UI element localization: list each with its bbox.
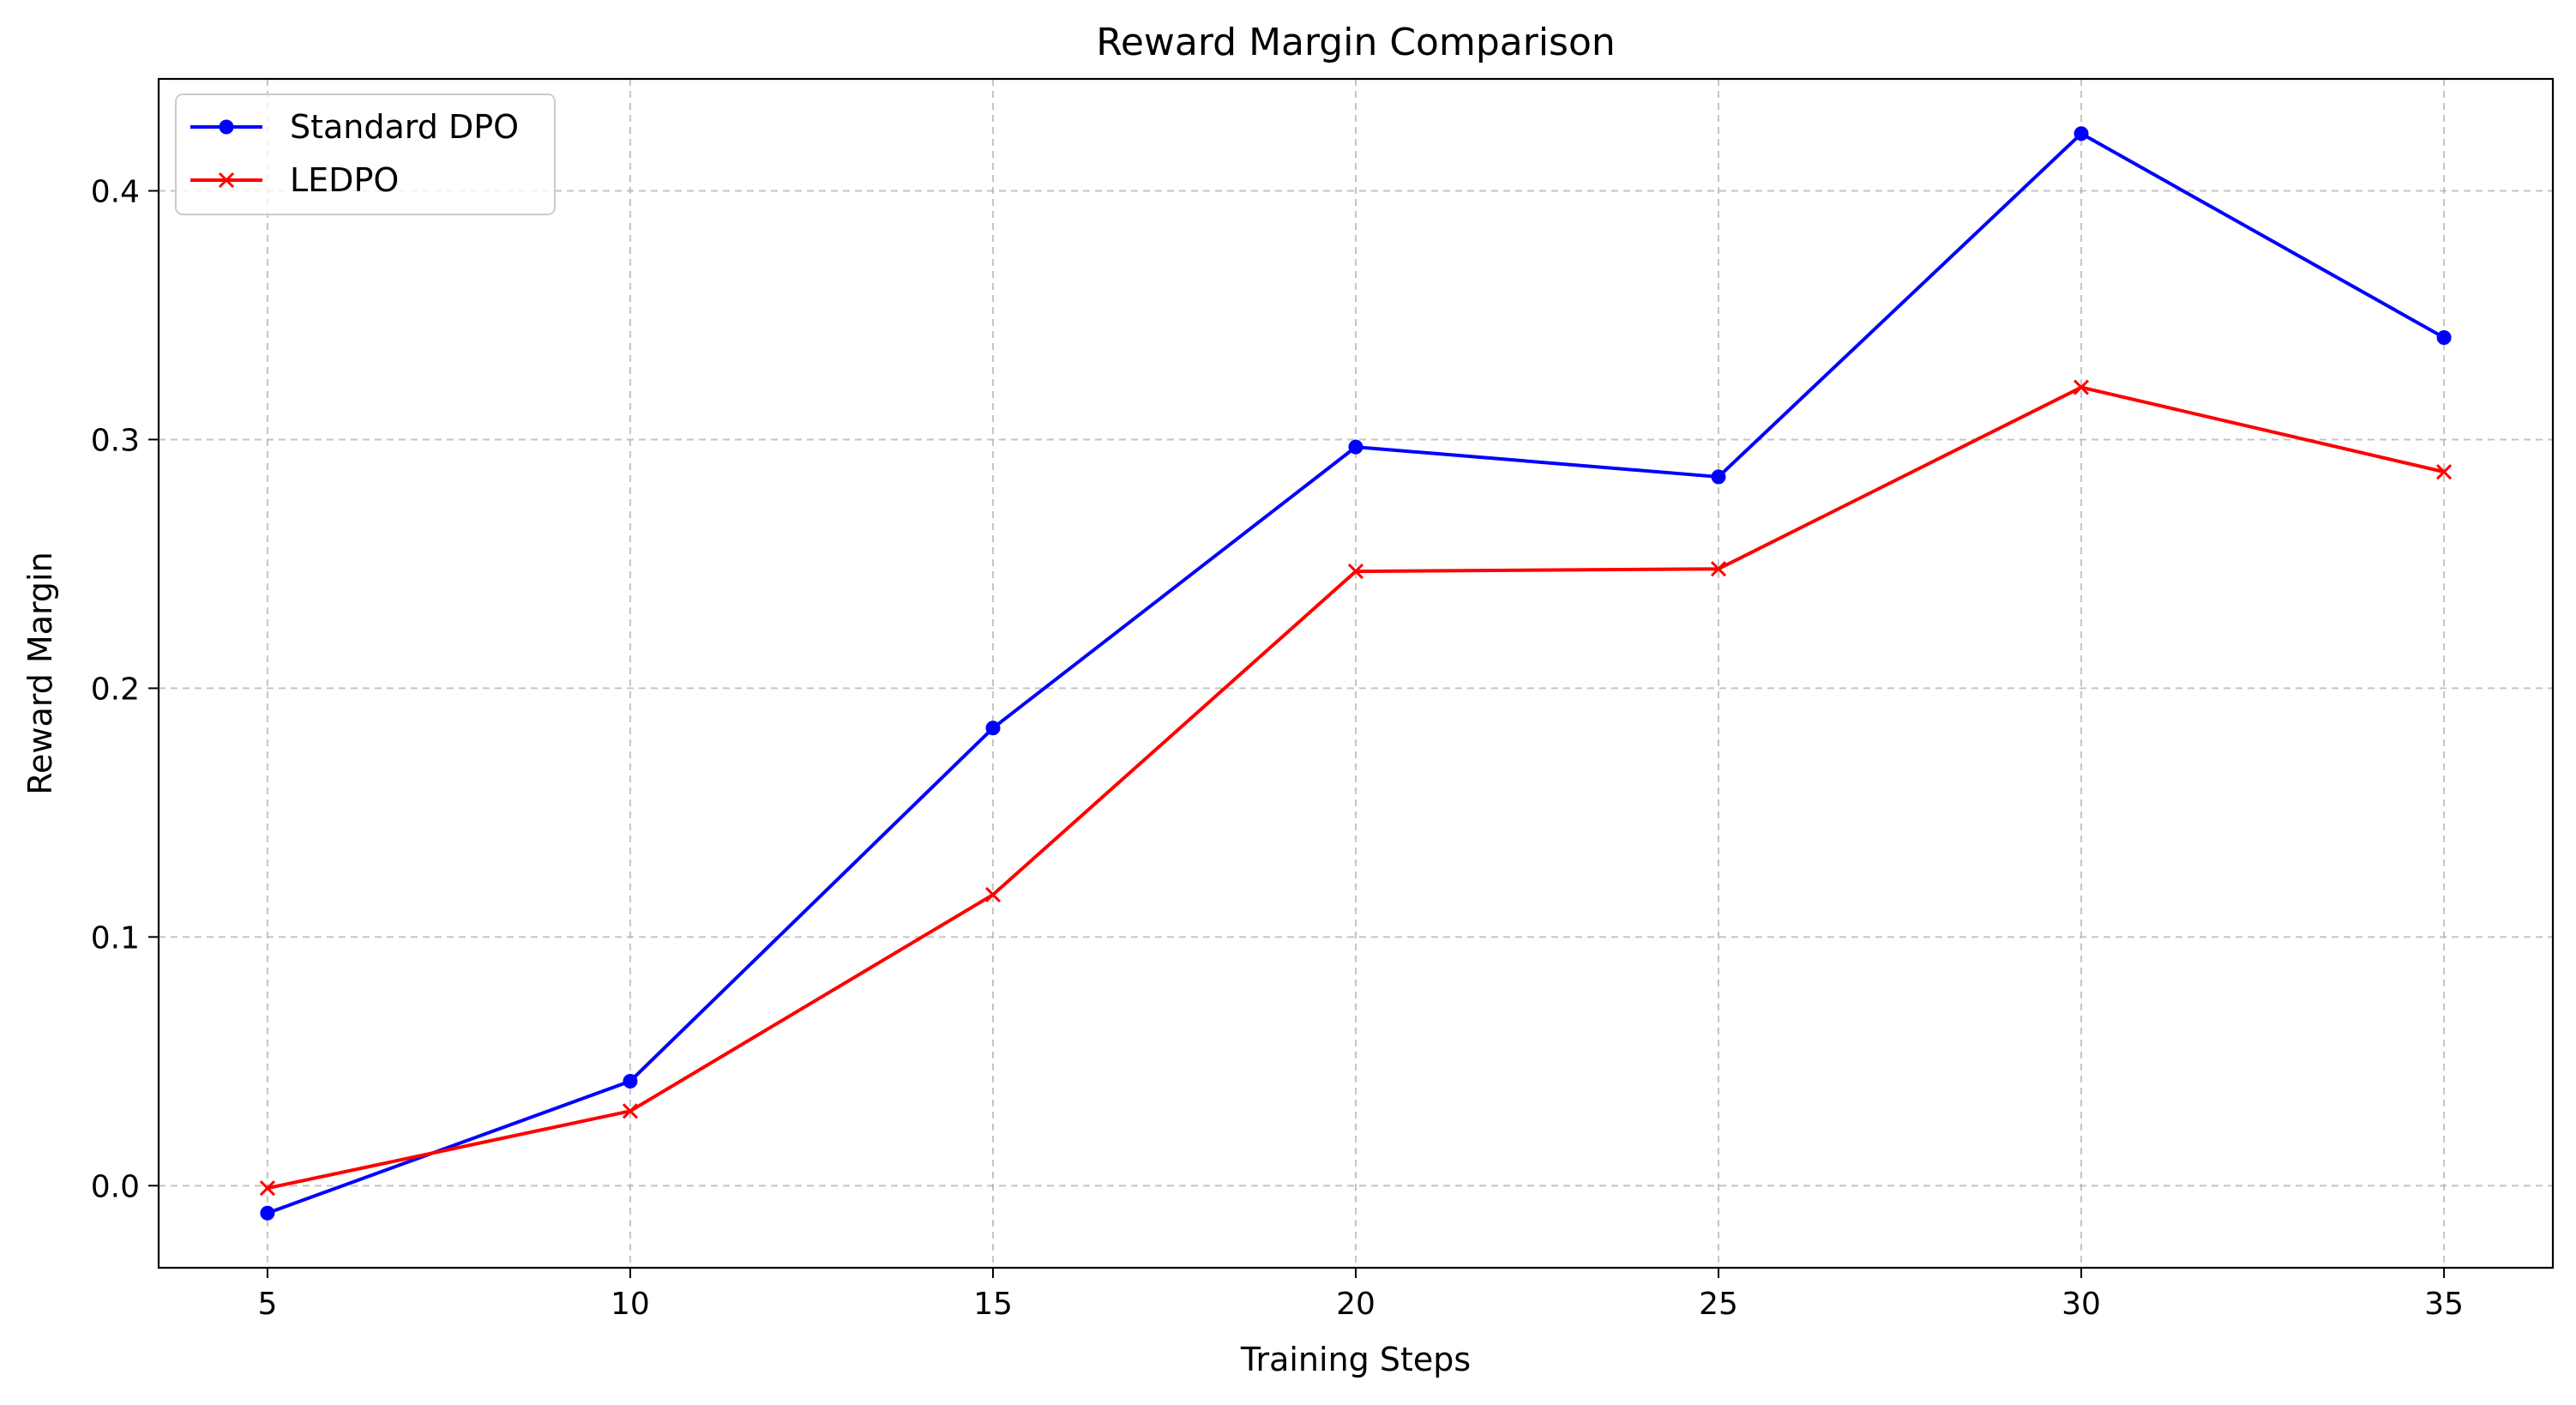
legend-entries: Standard DPO LEDPO: [190, 108, 519, 199]
data-point-ledpo: [984, 887, 1002, 903]
series-standard-dpo: [260, 126, 2452, 1221]
data-point-standard-dpo: [985, 721, 1001, 736]
chart-title: Reward Margin Comparison: [1096, 21, 1616, 64]
marker-stroke: [984, 887, 1002, 903]
marker-stroke: [218, 172, 235, 189]
x-tick-label: 5: [257, 1287, 277, 1322]
data-point-standard-dpo: [2073, 126, 2089, 142]
x-tick-label: 10: [611, 1287, 650, 1322]
data-point-standard-dpo: [1348, 439, 1363, 455]
y-tick-label: 0.4: [91, 174, 140, 209]
data-point-ledpo: [1710, 561, 1727, 577]
marker-stroke: [1710, 561, 1727, 577]
plot-area-frame: [157, 77, 2555, 1269]
marker-stroke: [1347, 564, 1364, 580]
data-point-standard-dpo: [1711, 469, 1726, 485]
y-tick-label: 0.0: [91, 1169, 140, 1204]
legend-box: [175, 93, 556, 215]
data-point-standard-dpo: [623, 1074, 638, 1089]
y-tick-label: 0.2: [91, 672, 140, 707]
grid-lines: [159, 79, 2553, 1268]
data-series: [259, 126, 2453, 1221]
legend-label: LEDPO: [290, 161, 399, 199]
data-point-ledpo: [2436, 464, 2453, 480]
legend-entry-standard-dpo: Standard DPO: [190, 108, 519, 146]
marker-stroke: [2073, 379, 2090, 395]
series-ledpo: [259, 379, 2453, 1197]
legend-entry-ledpo: LEDPO: [190, 161, 399, 199]
legend: Standard DPO LEDPO: [175, 93, 556, 215]
marker-stroke: [622, 1103, 639, 1119]
axis-ticks: 5 10 15 20 25 30 35 0.0 0.1 0.2 0.3 0.4: [91, 174, 2464, 1322]
x-tick-label: 15: [973, 1287, 1013, 1322]
legend-label: Standard DPO: [290, 108, 519, 146]
x-tick-label: 20: [1336, 1287, 1375, 1322]
data-point-standard-dpo: [2436, 330, 2452, 346]
data-point-ledpo: [2073, 379, 2090, 395]
data-point-ledpo: [622, 1103, 639, 1119]
data-point-ledpo: [1347, 564, 1364, 580]
marker-stroke: [2436, 464, 2453, 480]
y-axis-label: Reward Margin: [21, 552, 59, 794]
data-point-standard-dpo: [260, 1205, 275, 1221]
x-axis-label: Training Steps: [1240, 1341, 1471, 1378]
y-tick-label: 0.1: [91, 920, 140, 956]
y-tick-label: 0.3: [91, 423, 140, 458]
data-point-ledpo: [259, 1180, 275, 1197]
x-tick-label: 35: [2424, 1287, 2464, 1322]
x-tick-label: 30: [2061, 1287, 2101, 1322]
marker-stroke: [259, 1180, 275, 1197]
legend-marker: [219, 119, 234, 135]
x-tick-label: 25: [1699, 1287, 1738, 1322]
legend-marker: [218, 172, 235, 189]
